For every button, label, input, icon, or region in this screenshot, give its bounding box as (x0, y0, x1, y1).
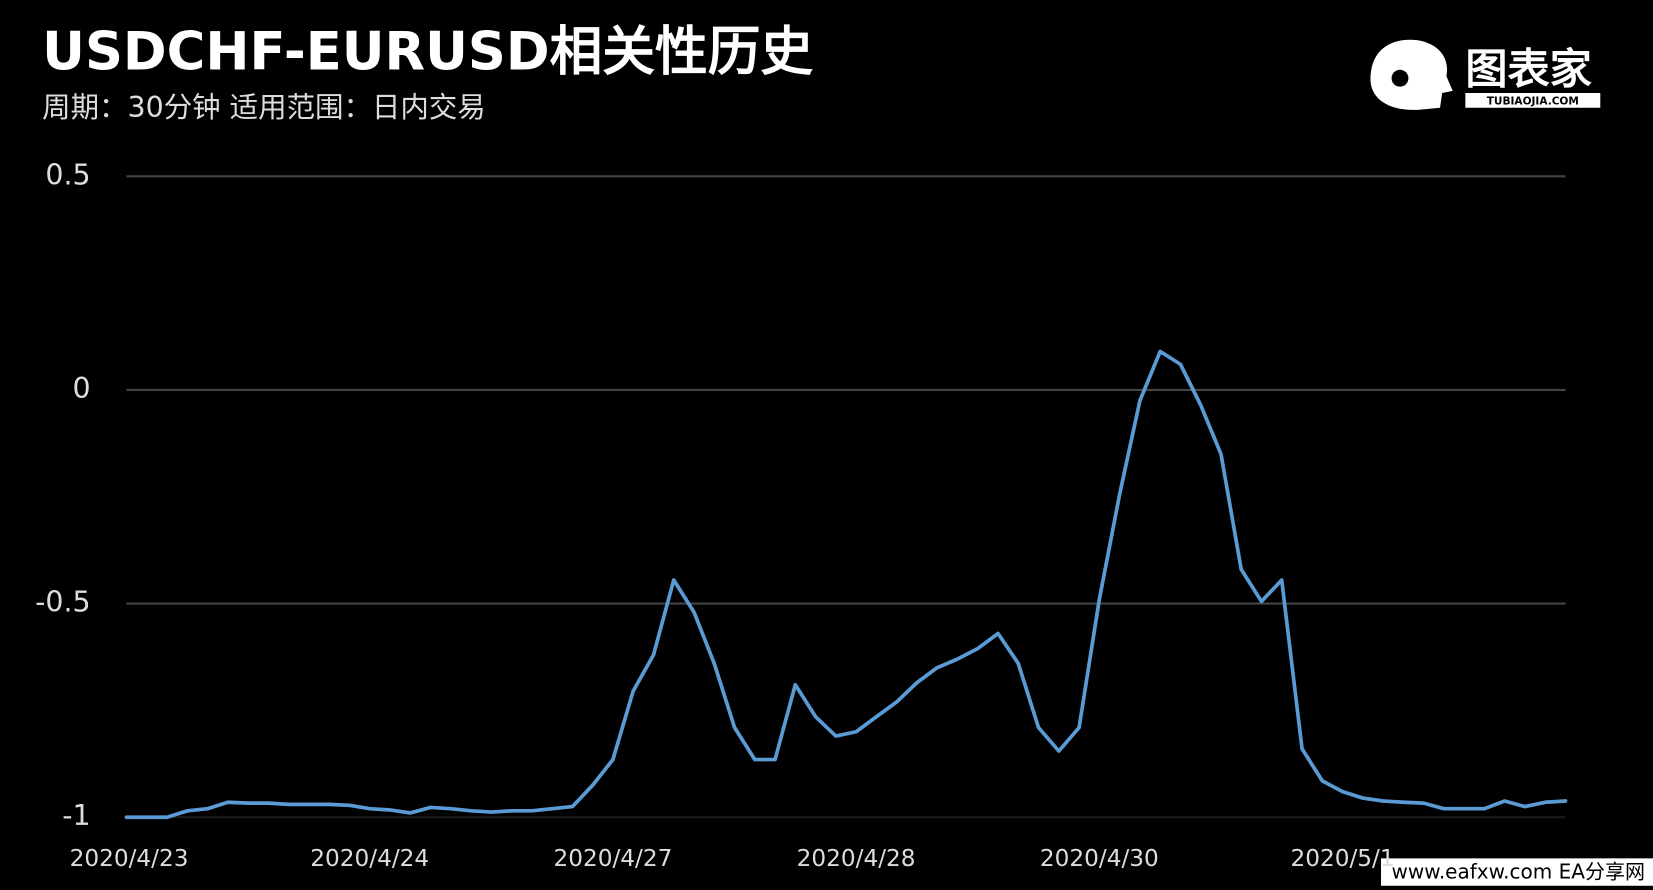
watermark-band (1381, 858, 1653, 886)
x-tick-label: 2020/5/1 (1290, 845, 1394, 872)
logo-text: 图表家 (1465, 44, 1591, 93)
y-tick-label: 0.5 (45, 158, 90, 191)
y-tick-label: -0.5 (35, 586, 91, 619)
logo: 图表家 TUBIAOJIA.COM (1370, 39, 1601, 110)
logo-icon (1370, 39, 1453, 110)
x-tick-label: 2020/4/27 (553, 845, 672, 872)
x-tick-label: 2020/4/28 (797, 845, 916, 872)
line (124, 349, 1568, 820)
chart-subtitle: 周期：30分钟 适用范围：日内交易 (42, 91, 486, 124)
x-tick-label: 2020/4/24 (310, 845, 429, 872)
y-tick-label: -1 (62, 799, 90, 832)
watermark: www.eafxw.com EA分享网 (1392, 860, 1646, 884)
logo-eye (1391, 69, 1409, 87)
x-tick-label: 2020/4/30 (1040, 845, 1159, 872)
x-tick-label: 2020/4/23 (70, 845, 189, 872)
y-tick-label: 0 (73, 372, 91, 405)
logo-subtext: TUBIAOJIA.COM (1487, 95, 1579, 107)
chart-title: USDCHF-EURUSD相关性历史 (42, 22, 813, 83)
logo-band (1465, 93, 1601, 108)
